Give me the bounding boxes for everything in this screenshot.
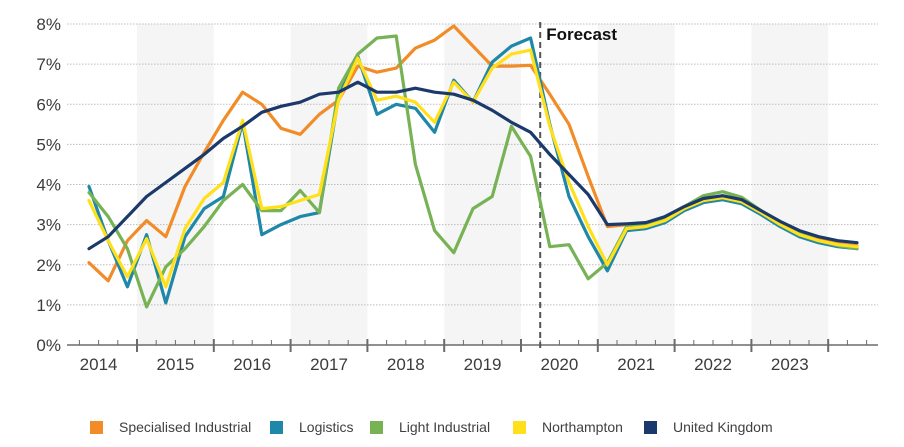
y-tick-label: 7%	[36, 55, 61, 74]
year-band-2021	[597, 24, 675, 345]
gridlines	[67, 23, 878, 306]
x-tick-label: 2020	[540, 355, 578, 374]
x-tick-label: 2016	[233, 355, 271, 374]
legend-item: Light Industrial	[370, 415, 490, 439]
legend-item: Logistics	[270, 415, 353, 439]
series-line-light-industrial	[87, 34, 859, 309]
y-tick-label: 6%	[36, 95, 61, 114]
legend-label: Light Industrial	[399, 419, 491, 435]
legend-swatch	[644, 420, 657, 434]
y-tick-label: 1%	[36, 296, 61, 315]
y-tick-label: 3%	[36, 216, 61, 235]
legend-item: Specialised Industrial	[90, 415, 251, 439]
y-tick-label: 8%	[36, 15, 61, 34]
legend-swatch	[513, 420, 526, 434]
y-tick-label: 2%	[36, 256, 61, 275]
legend-label: United Kingdom	[673, 419, 773, 435]
x-tick-label: 2021	[617, 355, 655, 374]
legend-swatch	[90, 420, 103, 434]
x-axis: 2014 2015 2016 2017 2018 2019 2020 2021 2022 2023	[67, 339, 878, 374]
legend-swatch	[270, 420, 283, 434]
series-lines	[87, 24, 859, 309]
legend-swatch	[370, 420, 383, 434]
year-band-2023	[751, 24, 829, 345]
legend-label: Specialised Industrial	[119, 419, 252, 435]
y-tick-label: 0%	[36, 336, 61, 355]
series-line-united-kingdom	[87, 80, 859, 251]
legend: Specialised Industrial Logistics Light Ind…	[0, 415, 904, 439]
legend-label: Northampton	[542, 419, 623, 435]
x-tick-label: 2018	[387, 355, 425, 374]
y-axis-ticks: 0% 1% 2% 3% 4% 5% 6% 7% 8%	[36, 15, 61, 355]
x-tick-label: 2017	[310, 355, 348, 374]
legend-label: Logistics	[299, 419, 354, 435]
y-tick-label: 4%	[36, 176, 61, 195]
x-tick-label: 2023	[771, 355, 809, 374]
legend-item: United Kingdom	[644, 415, 773, 439]
x-tick-label: 2022	[694, 355, 732, 374]
legend-item: Northampton	[513, 415, 623, 439]
x-tick-label: 2015	[156, 355, 194, 374]
x-tick-label: 2019	[464, 355, 502, 374]
y-tick-label: 5%	[36, 135, 61, 154]
x-tick-label: 2014	[80, 355, 118, 374]
series-line-northampton	[87, 48, 859, 289]
forecast-label: Forecast	[546, 25, 617, 44]
line-chart: 0%1%2%3%4%5%6%7%8% 2014 2015 2016 2017 2018 2…	[36, 15, 878, 374]
